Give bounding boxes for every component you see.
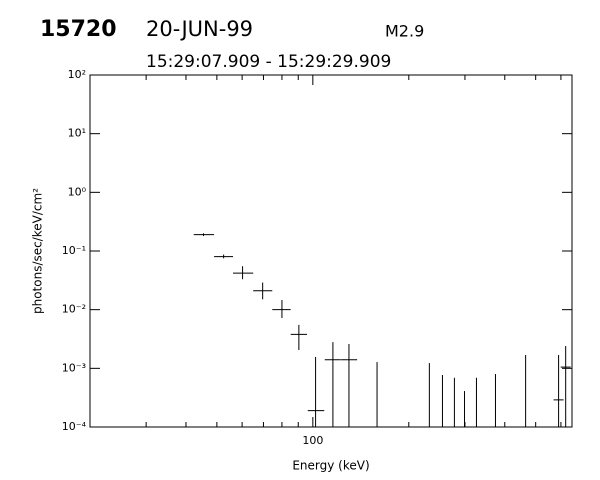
date: 20-JUN-99 — [146, 17, 253, 41]
y-tick-label: 10⁻⁴ — [62, 420, 87, 433]
y-tick-label: 10⁰ — [68, 185, 87, 198]
plot-frame — [89, 74, 573, 428]
y-axis-label: photons/sec/keV/cm² — [31, 188, 45, 314]
flare-class: M2.9 — [385, 22, 424, 41]
y-tick-label: 10⁻³ — [62, 361, 86, 374]
y-tick-label: 10⁻² — [62, 303, 86, 316]
y-tick-label: 10¹ — [68, 127, 86, 140]
chart-title: 15720 — [40, 17, 117, 42]
y-tick-label: 10² — [68, 68, 86, 81]
x-tick-label: 100 — [302, 434, 323, 447]
x-axis-label: Energy (keV) — [292, 459, 369, 473]
subtitle: 15:29:07.909 - 15:29:29.909 — [146, 52, 391, 72]
y-tick-label: 10⁻¹ — [62, 244, 86, 257]
